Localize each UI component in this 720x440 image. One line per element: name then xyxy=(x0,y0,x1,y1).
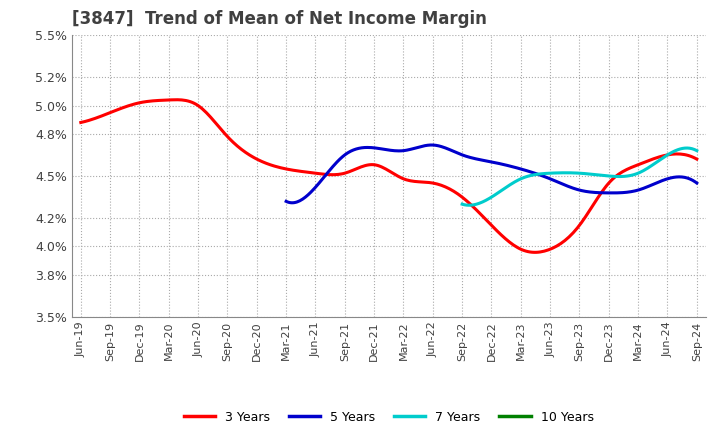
Text: [3847]  Trend of Mean of Net Income Margin: [3847] Trend of Mean of Net Income Margi… xyxy=(72,10,487,28)
Legend: 3 Years, 5 Years, 7 Years, 10 Years: 3 Years, 5 Years, 7 Years, 10 Years xyxy=(179,406,598,429)
